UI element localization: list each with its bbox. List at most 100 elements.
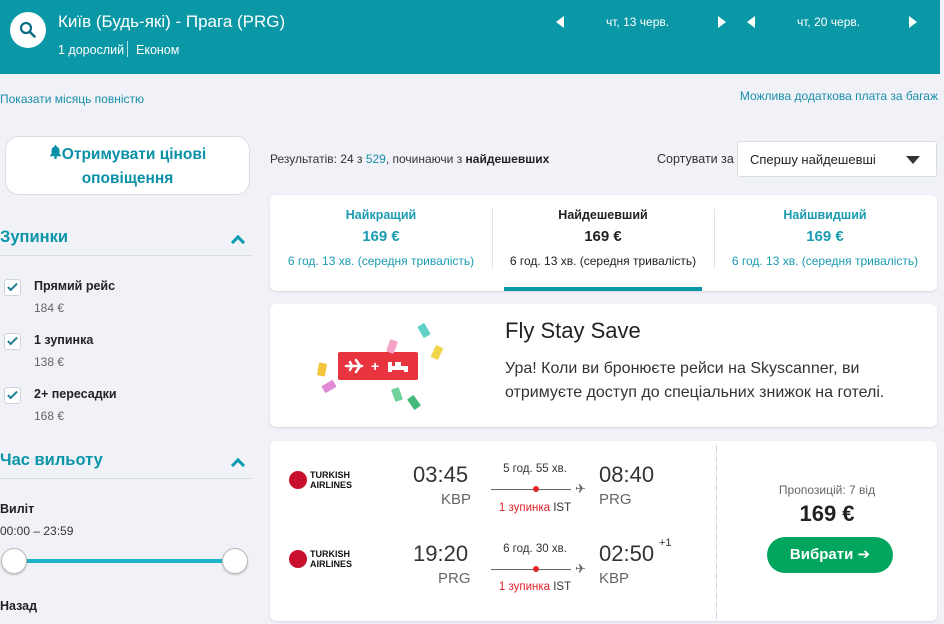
tab-title: Найкращий — [345, 208, 417, 222]
divider — [127, 41, 128, 57]
stops-info: 1 зупинка IST — [490, 581, 580, 593]
airline-name: TURKISH AIRLINES — [310, 549, 353, 569]
cabin-class[interactable]: Економ — [136, 43, 180, 57]
confetti — [417, 322, 431, 339]
active-tab-indicator — [504, 287, 702, 291]
results-suffix: , починаючи з — [385, 152, 463, 166]
tab-price: 169 € — [362, 228, 400, 245]
tab-price: 169 € — [806, 228, 844, 245]
svg-text:+: + — [371, 358, 379, 374]
confetti — [316, 362, 328, 377]
flight-hotel-illustration: + — [338, 352, 418, 380]
outbound-time-range: 00:00 – 23:59 — [0, 524, 74, 538]
results-sort-hint: найдешевших — [465, 152, 550, 166]
price-alert-label: Отримувати цінові оповіщення — [61, 146, 207, 188]
stop-dot — [533, 566, 539, 572]
slider-handle-start[interactable] — [1, 548, 27, 574]
sort-select-value: Спершу найдешевші — [750, 152, 876, 167]
turkish-airlines-logo — [289, 471, 307, 489]
plane-icon: ✈ — [575, 561, 586, 576]
tab-duration: 6 год. 13 хв. (середня тривалість) — [509, 254, 697, 268]
stop-option-price: 168 € — [34, 409, 65, 423]
bell-icon — [49, 143, 62, 167]
divider — [0, 255, 252, 256]
stops-info: 1 зупинка IST — [490, 502, 580, 514]
tab-price: 169 € — [584, 228, 622, 245]
tab-duration: 6 год. 13 хв. (середня тривалість) — [731, 254, 919, 268]
route-title[interactable]: Київ (Будь-які) - Прага (PRG) — [58, 12, 286, 31]
chevron-up-icon[interactable] — [230, 457, 246, 473]
plane-icon: ✈ — [575, 481, 586, 496]
route-line — [491, 489, 571, 490]
results-total-link[interactable]: 529 — [365, 152, 386, 166]
stop-option-label[interactable]: 1 зупинка — [34, 333, 94, 347]
via-airport: IST — [553, 581, 572, 593]
divider — [0, 478, 252, 479]
passenger-count[interactable]: 1 дорослий — [58, 43, 125, 57]
checkbox-direct[interactable] — [4, 279, 21, 296]
flight-result-card[interactable]: TURKISH AIRLINES 03:45 KBP 5 год. 55 хв.… — [270, 441, 717, 621]
result-sort-tabs: Найкращий 169 € 6 год. 13 хв. (середня т… — [270, 195, 937, 291]
stop-option-label[interactable]: Прямий рейс — [34, 279, 116, 293]
price-alert-button[interactable]: Отримувати цінові оповіщення — [5, 136, 250, 195]
outbound-time-label: Виліт — [0, 502, 35, 516]
route-line — [491, 569, 571, 570]
results-count: Результатів: 24 з 529, починаючи з найде… — [270, 152, 549, 166]
tab-fastest[interactable]: Найшвидший 169 € 6 год. 13 хв. (середня … — [714, 195, 936, 291]
checkbox-two-plus-stops[interactable] — [4, 387, 21, 404]
departure-time: 03:45 — [413, 462, 469, 487]
stop-option-label[interactable]: 2+ пересадки — [34, 387, 117, 401]
caret-down-icon — [906, 156, 920, 164]
divider — [492, 209, 493, 269]
select-flight-button[interactable]: Вибрати ➔ — [767, 537, 893, 573]
tab-duration: 6 год. 13 хв. (середня тривалість) — [287, 254, 475, 268]
fly-stay-save-promo[interactable]: + Fly Stay Save Ура! Коли ви бронюєте ре… — [270, 304, 937, 427]
tab-best[interactable]: Найкращий 169 € 6 год. 13 хв. (середня т… — [270, 195, 492, 291]
search-header: Київ (Будь-які) - Прага (PRG) 1 дорослий… — [0, 0, 940, 74]
airline-name: TURKISH AIRLINES — [310, 470, 353, 490]
depart-date[interactable]: чт, 13 черв. — [606, 15, 670, 29]
return-prev-date-arrow-icon[interactable] — [747, 16, 755, 28]
promo-title: Fly Stay Save — [505, 318, 641, 343]
flight-duration: 6 год. 30 хв. — [503, 543, 567, 555]
arrival-airport: PRG — [599, 491, 632, 508]
sort-label: Сортувати за — [657, 152, 734, 166]
tab-title: Найдешевший — [558, 208, 648, 222]
checkbox-one-stop[interactable] — [4, 333, 21, 350]
offers-count: Пропозицій: 7 від — [778, 483, 876, 497]
return-date[interactable]: чт, 20 черв. — [797, 15, 861, 29]
departure-airport: PRG — [438, 570, 471, 587]
flight-duration: 5 год. 55 хв. — [503, 463, 567, 475]
arrival-time: 02:50 — [599, 541, 655, 566]
outbound-time-slider[interactable] — [14, 559, 236, 563]
divider — [714, 209, 715, 269]
tab-cheapest[interactable]: Найдешевший 169 € 6 год. 13 хв. (середня… — [492, 195, 714, 291]
next-day-offset: +1 — [659, 537, 672, 549]
stop-option-price: 138 € — [34, 355, 65, 369]
departure-airport: KBP — [441, 491, 472, 508]
chevron-up-icon[interactable] — [230, 234, 246, 250]
departure-time: 19:20 — [413, 541, 469, 566]
stop-option-price: 184 € — [34, 301, 65, 315]
plane-plus-bed-icon: + — [344, 358, 408, 374]
show-month-link[interactable]: Показати місяць повністю — [0, 92, 145, 106]
stop-dot — [533, 486, 539, 492]
confetti — [406, 394, 422, 411]
departure-time-section-title: Час вильоту — [0, 451, 103, 469]
depart-prev-date-arrow-icon[interactable] — [556, 16, 564, 28]
arrival-airport: KBP — [599, 570, 630, 587]
confetti — [321, 379, 337, 394]
baggage-fee-link[interactable]: Можлива додаткова плата за багаж — [739, 89, 938, 103]
confetti — [430, 344, 444, 361]
sort-select[interactable]: Спершу найдешевші — [737, 141, 937, 177]
confetti — [391, 387, 403, 402]
stops-count: 1 зупинка — [498, 502, 551, 514]
return-next-date-arrow-icon[interactable] — [909, 16, 917, 28]
search-icon — [19, 21, 36, 38]
slider-handle-end[interactable] — [222, 548, 248, 574]
tab-title: Найшвидший — [783, 208, 867, 222]
depart-next-date-arrow-icon[interactable] — [718, 16, 726, 28]
search-button[interactable] — [10, 12, 46, 48]
results-prefix: Результатів: 24 з — [270, 152, 363, 166]
stops-count: 1 зупинка — [498, 581, 551, 593]
